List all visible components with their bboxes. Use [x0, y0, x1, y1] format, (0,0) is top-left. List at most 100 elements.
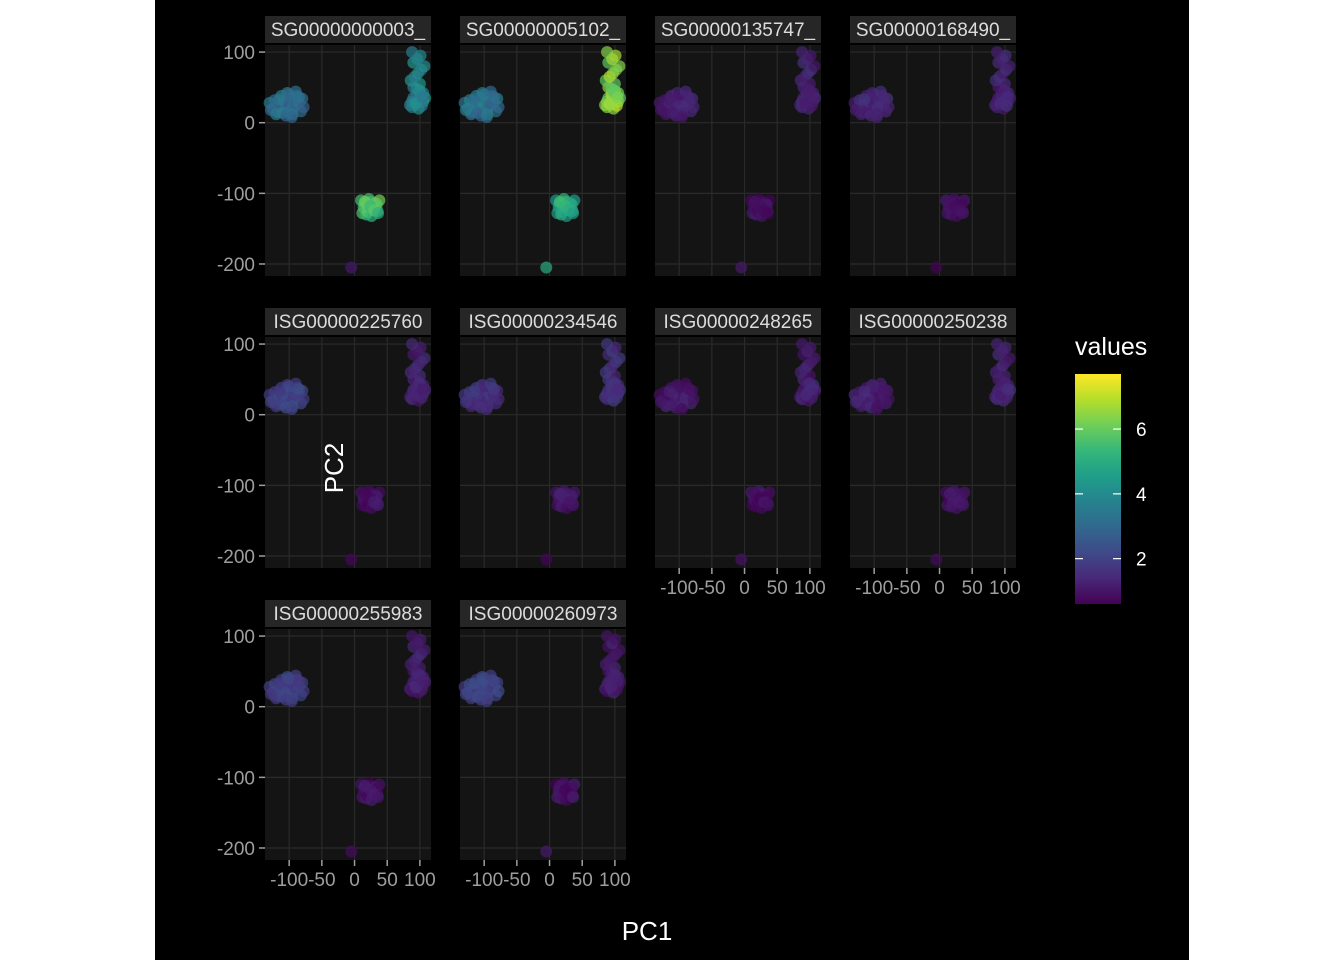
data-point: [663, 385, 676, 398]
facet-strip: [655, 16, 821, 43]
data-point: [273, 677, 286, 690]
facet-panel: ISG00000225760 100 0 -100 -200: [217, 308, 432, 568]
facet-plot-area: [655, 337, 821, 568]
facet-panel: ISG00000250238 -100 -50 0 50 100: [848, 308, 1021, 599]
y-tick-label: 100: [223, 335, 255, 356]
y-tick-label: 100: [223, 43, 255, 64]
data-point: [675, 403, 688, 416]
legend-title: values: [1075, 333, 1147, 361]
data-point: [611, 383, 624, 396]
facet-plot-area: [460, 45, 626, 276]
facet-plot-area: [655, 45, 821, 276]
data-point: [687, 393, 700, 406]
facet-plot-area: [850, 337, 1016, 568]
data-point: [1001, 91, 1014, 104]
data-point: [492, 685, 505, 698]
data-point: [682, 91, 695, 104]
y-tick-label: -200: [217, 547, 255, 568]
data-point: [292, 383, 305, 396]
data-point: [870, 111, 883, 124]
facet-strip: [850, 308, 1016, 335]
x-tick-label: -100: [465, 870, 503, 891]
data-point: [930, 553, 943, 566]
data-point: [285, 695, 298, 708]
facet-label: ISG00000255983: [274, 604, 423, 625]
data-point: [264, 687, 277, 700]
facet-label: ISG00000260973: [469, 604, 618, 625]
data-point: [654, 103, 667, 116]
data-point: [601, 338, 614, 351]
facet-plot-area: [265, 629, 431, 860]
data-point: [540, 553, 553, 566]
data-point: [273, 385, 286, 398]
data-point: [682, 383, 695, 396]
x-tick-label: 100: [989, 578, 1021, 599]
data-point: [567, 207, 580, 220]
facet-label: ISG00000248265: [664, 312, 813, 333]
data-point: [416, 383, 429, 396]
data-point: [654, 395, 667, 408]
facet-panel: ISG00000248265 -100 -50 0 50 100: [653, 308, 826, 599]
data-point: [877, 91, 890, 104]
facet-plot-area: [850, 45, 1016, 276]
y-tick-label: -200: [217, 255, 255, 276]
data-point: [468, 93, 481, 106]
data-point: [297, 685, 310, 698]
data-point: [459, 395, 472, 408]
facet-scatter-chart: SG00000000003_ 100 0 -100 -200 SG00000005102_…: [217, 16, 1147, 946]
data-point: [1001, 383, 1014, 396]
data-point: [468, 677, 481, 690]
x-axis-title: PC1: [622, 916, 673, 946]
y-tick-label: 0: [244, 114, 255, 135]
data-point: [285, 111, 298, 124]
data-point: [601, 630, 614, 643]
y-tick-label: -100: [217, 768, 255, 789]
legend-tick-label: 6: [1136, 420, 1147, 441]
data-point: [540, 845, 553, 858]
x-tick-label: -50: [893, 578, 920, 599]
data-point: [297, 393, 310, 406]
facet-plot-area: [265, 337, 431, 568]
data-point: [882, 101, 895, 114]
facet-panel: SG00000005102_: [458, 16, 627, 276]
data-point: [957, 207, 970, 220]
data-point: [611, 675, 624, 688]
facet-panel: SG00000168490_: [848, 16, 1017, 276]
facet-plot-area: [265, 45, 431, 276]
data-point: [487, 675, 500, 688]
data-point: [345, 553, 358, 566]
data-point: [849, 395, 862, 408]
x-tick-label: 100: [599, 870, 631, 891]
data-point: [480, 111, 493, 124]
legend-tick-label: 4: [1136, 485, 1147, 506]
data-point: [930, 261, 943, 274]
facet-strip: [460, 16, 626, 43]
data-point: [567, 791, 580, 804]
facet-strip: [655, 308, 821, 335]
data-point: [957, 499, 970, 512]
data-point: [991, 338, 1004, 351]
data-point: [292, 675, 305, 688]
panels-layer: SG00000000003_ 100 0 -100 -200 SG00000005102_…: [217, 16, 1021, 891]
data-point: [372, 499, 385, 512]
y-tick-label: -100: [217, 184, 255, 205]
data-point: [297, 101, 310, 114]
legend-colorbar: [1075, 374, 1121, 604]
data-point: [663, 93, 676, 106]
facet-strip: [460, 308, 626, 335]
data-point: [480, 695, 493, 708]
facet-strip: [265, 600, 431, 627]
data-point: [345, 845, 358, 858]
chart-canvas: SG00000000003_ 100 0 -100 -200 SG00000005102_…: [155, 0, 1189, 960]
x-tick-label: 0: [934, 578, 945, 599]
data-point: [372, 791, 385, 804]
data-point: [806, 383, 819, 396]
legend-tick-label: 2: [1136, 550, 1147, 571]
data-point: [870, 403, 883, 416]
data-point: [735, 261, 748, 274]
data-point: [416, 675, 429, 688]
facet-strip: [265, 308, 431, 335]
facet-panel: SG00000000003_ 100 0 -100 -200: [217, 16, 432, 276]
x-tick-label: 50: [377, 870, 398, 891]
